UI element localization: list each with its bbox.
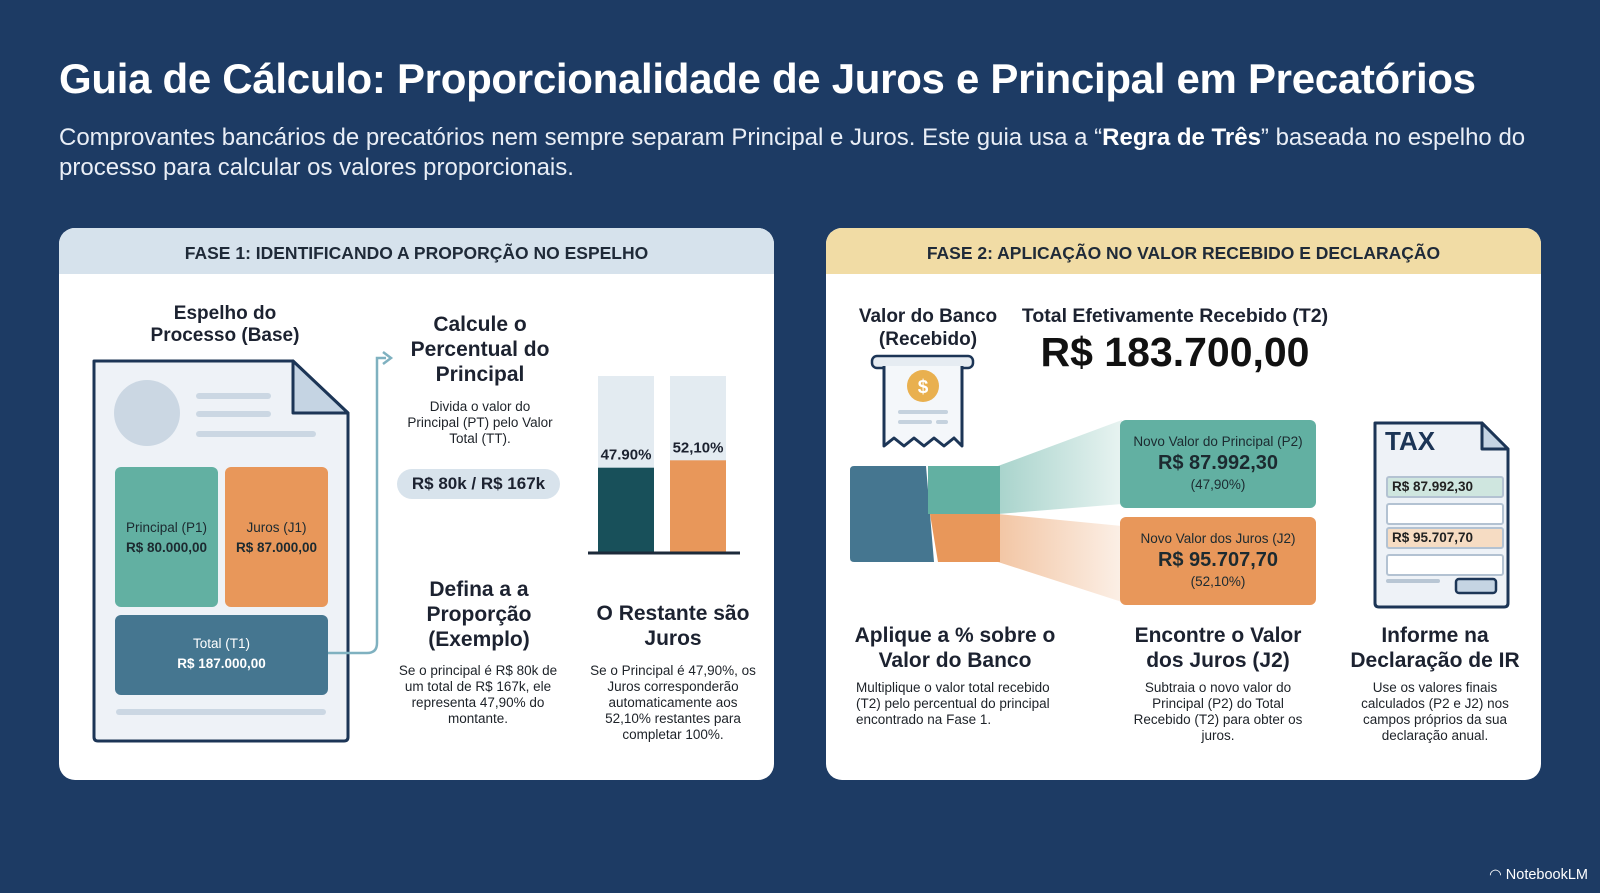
flow-arrow <box>328 351 394 655</box>
phase1-step3-title: O Restante são Juros <box>596 602 750 650</box>
principal-block: Principal (P1) R$ 80.000,00 <box>115 467 218 607</box>
received-value: R$ 183.700,00 <box>1040 329 1310 375</box>
tax-row-blank-2 <box>1386 554 1504 576</box>
doc-title: Espelho do Processo (Base) <box>150 303 300 346</box>
juros-block: Juros (J1) R$ 87.000,00 <box>225 467 328 607</box>
receipt-icon: $ <box>870 354 975 448</box>
split-illustration <box>850 420 1122 602</box>
phase1-step1-text: Divida o valor do Principal (PT) pelo Va… <box>407 399 553 446</box>
phase2-step1-title: Aplique a % sobre o Valor do Banco <box>854 624 1056 672</box>
phase1-step2-text: Se o principal é R$ 80k de um total de R… <box>398 663 558 726</box>
tax-row-1: R$ 87.992,30 <box>1386 476 1504 498</box>
phase1-step3-text: Se o Principal é 47,90%, os Juros corres… <box>590 663 756 742</box>
received-label: Total Efetivamente Recebido (T2) <box>1021 305 1329 327</box>
phase2-header: FASE 2: APLICAÇÃO NO VALOR RECEBIDO E DE… <box>826 228 1541 274</box>
phase2-step3-text: Use os valores finais calculados (P2 e J… <box>1361 680 1509 743</box>
juros-value: R$ 87.000,00 <box>235 540 318 555</box>
phase1-step1-title: Calcule o Percentual do Principal <box>410 313 550 386</box>
proportion-chart: 47.90% 52,10% <box>588 376 740 555</box>
brand-label: ◠ NotebookLM <box>1489 867 1588 883</box>
new-principal-value: R$ 87.992,30 <box>1157 452 1279 474</box>
bank-title: Valor do Banco (Recebido) <box>858 306 998 350</box>
brand-icon: ◠ <box>1489 867 1506 883</box>
page-subtitle: Comprovantes bancários de precatórios ne… <box>59 123 1539 183</box>
phase2-step2-text: Subtraia o novo valor do Principal (P2) … <box>1133 680 1303 743</box>
svg-text:$: $ <box>918 377 929 398</box>
total-value: R$ 187.000,00 <box>177 656 266 671</box>
new-principal-box: Novo Valor do Principal (P2) R$ 87.992,3… <box>1120 420 1316 508</box>
phase2-step3-title: Informe na Declaração de IR <box>1350 624 1520 672</box>
phase1-step2-title: Defina a a Proporção (Exemplo) <box>426 578 532 651</box>
brand-text: NotebookLM <box>1505 867 1588 883</box>
bar-juros <box>670 460 726 552</box>
phase2-step2-title: Encontre o Valor dos Juros (J2) <box>1134 624 1302 672</box>
total-block: Total (T1) R$ 187.000,00 <box>115 615 328 695</box>
principal-label: Principal (P1) <box>125 520 208 535</box>
new-juros-box: Novo Valor dos Juros (J2) R$ 95.707,70 (… <box>1120 517 1316 605</box>
total-label: Total (T1) <box>192 636 250 651</box>
bar-label-juros: 52,10% <box>673 439 724 456</box>
page-title: Guia de Cálculo: Proporcionalidade de Ju… <box>59 55 1476 102</box>
tax-title: TAX <box>1385 426 1436 456</box>
tax-row-2: R$ 95.707,70 <box>1386 527 1504 549</box>
new-principal-pct: (47,90%) <box>1190 477 1246 492</box>
new-juros-pct: (52,10%) <box>1190 574 1246 589</box>
subtitle-bold: Regra de Três <box>1102 124 1261 151</box>
new-juros-value: R$ 95.707,70 <box>1157 549 1279 571</box>
bar-principal <box>598 467 654 552</box>
phase2-step1-text: Multiplique o valor total recebido (T2) … <box>856 680 1050 727</box>
phase1-header: FASE 1: IDENTIFICANDO A PROPORÇÃO NO ESP… <box>59 228 774 274</box>
subtitle-part1: Comprovantes bancários de precatórios ne… <box>59 124 1103 151</box>
tax-row-blank-1 <box>1386 503 1504 525</box>
principal-value: R$ 80.000,00 <box>125 540 208 555</box>
new-principal-label: Novo Valor do Principal (P2) <box>1133 434 1303 449</box>
formula-pill: R$ 80k / R$ 167k <box>397 469 560 499</box>
new-juros-label: Novo Valor dos Juros (J2) <box>1140 531 1296 546</box>
juros-label: Juros (J1) <box>246 520 307 535</box>
subtitle-part2: ” baseada no espelho do processo para ca… <box>59 124 1526 181</box>
bar-label-principal: 47.90% <box>601 447 652 464</box>
